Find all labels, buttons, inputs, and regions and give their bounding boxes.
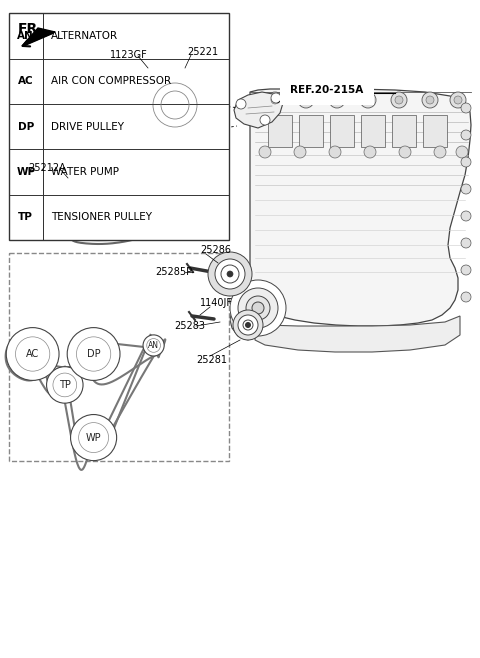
- Circle shape: [461, 238, 471, 248]
- Polygon shape: [230, 302, 268, 340]
- Text: 25283: 25283: [174, 321, 205, 331]
- Text: TP: TP: [59, 380, 71, 390]
- Circle shape: [233, 310, 263, 340]
- Circle shape: [271, 96, 279, 104]
- Circle shape: [227, 271, 233, 277]
- Bar: [268, 115, 292, 147]
- Polygon shape: [22, 28, 55, 46]
- Text: WP: WP: [86, 432, 101, 443]
- Text: 25281: 25281: [196, 355, 227, 365]
- Circle shape: [238, 315, 258, 335]
- Text: DRIVE PULLEY: DRIVE PULLEY: [51, 122, 124, 132]
- Text: 1123GF: 1123GF: [110, 50, 148, 60]
- Text: AIR CON COMPRESSOR: AIR CON COMPRESSOR: [51, 76, 171, 86]
- Circle shape: [143, 335, 164, 356]
- Circle shape: [271, 93, 281, 103]
- Circle shape: [391, 92, 407, 108]
- Circle shape: [259, 146, 271, 158]
- Text: 25221: 25221: [187, 47, 218, 57]
- Circle shape: [399, 146, 411, 158]
- Circle shape: [137, 67, 213, 143]
- Text: AN: AN: [17, 31, 34, 41]
- Polygon shape: [250, 285, 280, 326]
- Circle shape: [461, 103, 471, 113]
- Circle shape: [260, 115, 270, 125]
- Bar: [299, 115, 323, 147]
- Circle shape: [67, 328, 120, 380]
- Bar: [392, 115, 416, 147]
- Circle shape: [426, 96, 434, 104]
- Circle shape: [461, 157, 471, 167]
- Text: FR.: FR.: [18, 22, 44, 36]
- Circle shape: [364, 96, 372, 104]
- Polygon shape: [250, 89, 471, 326]
- Circle shape: [461, 184, 471, 194]
- Circle shape: [245, 322, 251, 328]
- Text: ALTERNATOR: ALTERNATOR: [51, 31, 118, 41]
- Bar: [9, 253, 229, 461]
- Circle shape: [461, 292, 471, 302]
- Circle shape: [71, 415, 117, 461]
- Circle shape: [208, 252, 252, 296]
- Circle shape: [47, 367, 83, 403]
- Text: 1140JF: 1140JF: [200, 298, 233, 308]
- Circle shape: [252, 302, 264, 314]
- Circle shape: [329, 92, 345, 108]
- Circle shape: [395, 96, 403, 104]
- Circle shape: [6, 328, 59, 380]
- Bar: [361, 115, 385, 147]
- Circle shape: [302, 96, 310, 104]
- Circle shape: [230, 280, 286, 336]
- Text: TP: TP: [18, 213, 33, 222]
- Circle shape: [329, 146, 341, 158]
- Text: WATER PUMP: WATER PUMP: [51, 167, 119, 177]
- Bar: [9, 13, 229, 240]
- Circle shape: [236, 99, 246, 109]
- Bar: [423, 115, 447, 147]
- Circle shape: [422, 92, 438, 108]
- Circle shape: [298, 92, 314, 108]
- Circle shape: [461, 130, 471, 140]
- Text: 25285P: 25285P: [155, 267, 192, 277]
- Text: WP: WP: [16, 167, 36, 177]
- Circle shape: [246, 296, 270, 320]
- Circle shape: [243, 320, 253, 330]
- Circle shape: [360, 92, 376, 108]
- Circle shape: [434, 146, 446, 158]
- Circle shape: [450, 92, 466, 108]
- Text: 25286: 25286: [200, 245, 231, 255]
- Text: 25212A: 25212A: [28, 163, 66, 173]
- Text: TENSIONER PULLEY: TENSIONER PULLEY: [51, 213, 152, 222]
- Circle shape: [461, 211, 471, 221]
- Circle shape: [461, 265, 471, 275]
- Text: DP: DP: [87, 349, 100, 359]
- Text: AN: AN: [148, 341, 159, 350]
- Bar: [330, 115, 354, 147]
- Circle shape: [215, 259, 245, 289]
- Circle shape: [267, 92, 283, 108]
- Text: REF.20-215A: REF.20-215A: [290, 85, 363, 95]
- Circle shape: [221, 265, 239, 283]
- Circle shape: [333, 96, 341, 104]
- Polygon shape: [255, 316, 460, 352]
- Circle shape: [238, 288, 278, 328]
- Text: AC: AC: [18, 76, 34, 86]
- Circle shape: [364, 146, 376, 158]
- Text: AC: AC: [26, 349, 39, 359]
- Circle shape: [454, 96, 462, 104]
- Circle shape: [456, 146, 468, 158]
- Text: DP: DP: [18, 122, 34, 132]
- Circle shape: [294, 146, 306, 158]
- Polygon shape: [234, 92, 283, 128]
